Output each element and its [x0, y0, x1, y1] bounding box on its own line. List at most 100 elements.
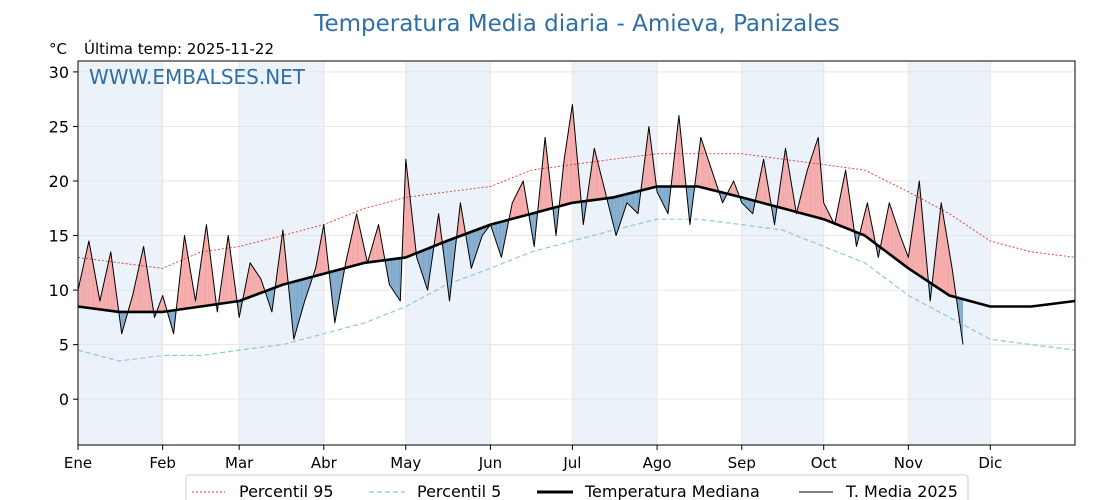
fill-below-median: [336, 270, 338, 316]
fill-below-median: [961, 298, 963, 345]
fill-above-median: [184, 235, 186, 309]
fill-below-median: [302, 279, 304, 311]
last-temp-label: Última temp: 2025-11-22: [84, 39, 274, 58]
fill-above-median: [917, 181, 920, 276]
fill-above-median: [228, 235, 230, 303]
fill-below-median: [475, 229, 477, 256]
fill-below-median: [296, 280, 298, 330]
fill-above-median: [896, 223, 898, 261]
fill-above-median: [516, 191, 518, 218]
fill-above-median: [256, 273, 259, 295]
fill-above-median: [277, 260, 279, 287]
x-tick-label: May: [390, 454, 421, 472]
fill-below-median: [424, 249, 427, 286]
fill-above-median: [135, 277, 137, 312]
fill-above-median: [513, 197, 515, 219]
fill-above-median: [799, 197, 801, 213]
fill-above-median: [704, 149, 707, 189]
x-axis: Ene Feb Mar Abr May Jun Jul Ago Sep Oct Nov Dic: [64, 445, 1002, 472]
fill-above-median: [284, 243, 286, 285]
x-tick-label: Dic: [978, 454, 1002, 472]
fill-above-median: [890, 206, 892, 256]
fill-above-median: [545, 137, 547, 211]
fill-above-median: [588, 176, 591, 201]
fill-below-median: [631, 192, 633, 209]
fill-above-median: [80, 271, 83, 307]
fill-above-median: [937, 227, 939, 289]
fill-above-median: [568, 122, 570, 204]
fill-below-median: [622, 194, 625, 216]
fill-above-median: [520, 183, 522, 217]
fill-above-median: [916, 190, 918, 275]
fill-above-median: [792, 189, 794, 212]
series-mediana: [77, 185, 1076, 314]
fill-above-median: [803, 181, 805, 215]
fill-above-median: [87, 241, 89, 308]
fill-below-median: [614, 196, 617, 236]
fill-above-median: [945, 227, 947, 294]
fill-above-median: [233, 276, 236, 302]
fill-below-median: [446, 240, 449, 291]
fill-below-median: [500, 221, 502, 258]
fill-above-median: [571, 104, 573, 204]
fill-below-median: [422, 250, 424, 278]
fill-above-median: [934, 251, 936, 287]
fill-below-median: [497, 222, 499, 250]
fill-above-median: [164, 300, 166, 312]
fill-above-median: [374, 234, 376, 262]
fill-above-median: [946, 235, 948, 295]
fill-above-median: [784, 148, 786, 209]
fill-above-median: [885, 216, 887, 252]
fill-above-median: [892, 211, 894, 257]
fill-above-median: [941, 202, 943, 291]
fill-below-median: [620, 195, 622, 224]
fill-above-median: [818, 137, 820, 219]
fill-above-median: [521, 181, 524, 217]
fill-above-median: [643, 159, 645, 190]
fill-above-median: [248, 262, 251, 298]
fill-below-median: [269, 289, 271, 308]
fill-above-median: [356, 213, 358, 265]
fill-above-median: [229, 245, 231, 303]
fill-above-median: [760, 166, 763, 203]
legend-p95-label: Percentil 95: [239, 482, 334, 500]
fill-above-median: [252, 266, 255, 296]
fill-above-median: [377, 224, 379, 262]
fill-above-median: [814, 145, 816, 217]
fill-above-median: [893, 215, 895, 258]
fill-below-median: [659, 186, 662, 201]
y-tick-label: 10: [49, 281, 69, 300]
y-tick-label: 30: [49, 63, 69, 82]
fill-below-median: [744, 198, 746, 207]
fill-below-median: [745, 198, 748, 209]
fill-above-median: [826, 208, 828, 221]
fill-above-median: [597, 159, 599, 200]
fill-below-median: [169, 310, 171, 325]
fill-above-median: [810, 157, 812, 216]
fill-above-median: [650, 137, 652, 189]
fill-above-median: [762, 159, 764, 204]
month-band: [572, 61, 658, 445]
fill-above-median: [572, 104, 574, 203]
fill-below-median: [270, 288, 272, 312]
fill-below-median: [635, 191, 637, 213]
fill-below-median: [750, 199, 752, 213]
fill-above-median: [871, 223, 873, 242]
fill-above-median: [225, 245, 227, 303]
fill-above-median: [114, 282, 117, 312]
fill-above-median: [653, 159, 655, 188]
fill-below-median: [470, 231, 472, 269]
fill-above-median: [676, 127, 678, 187]
fill-above-median: [255, 271, 257, 295]
fill-above-median: [412, 220, 414, 255]
fill-above-median: [405, 159, 408, 258]
fill-above-median: [782, 157, 785, 209]
x-tick-label: Jul: [562, 454, 581, 472]
fill-above-median: [886, 209, 888, 253]
y-tick-label: 25: [49, 117, 69, 136]
fill-above-median: [786, 156, 789, 210]
fill-above-median: [561, 171, 563, 206]
fill-below-median: [501, 221, 503, 258]
fill-above-median: [789, 172, 791, 211]
